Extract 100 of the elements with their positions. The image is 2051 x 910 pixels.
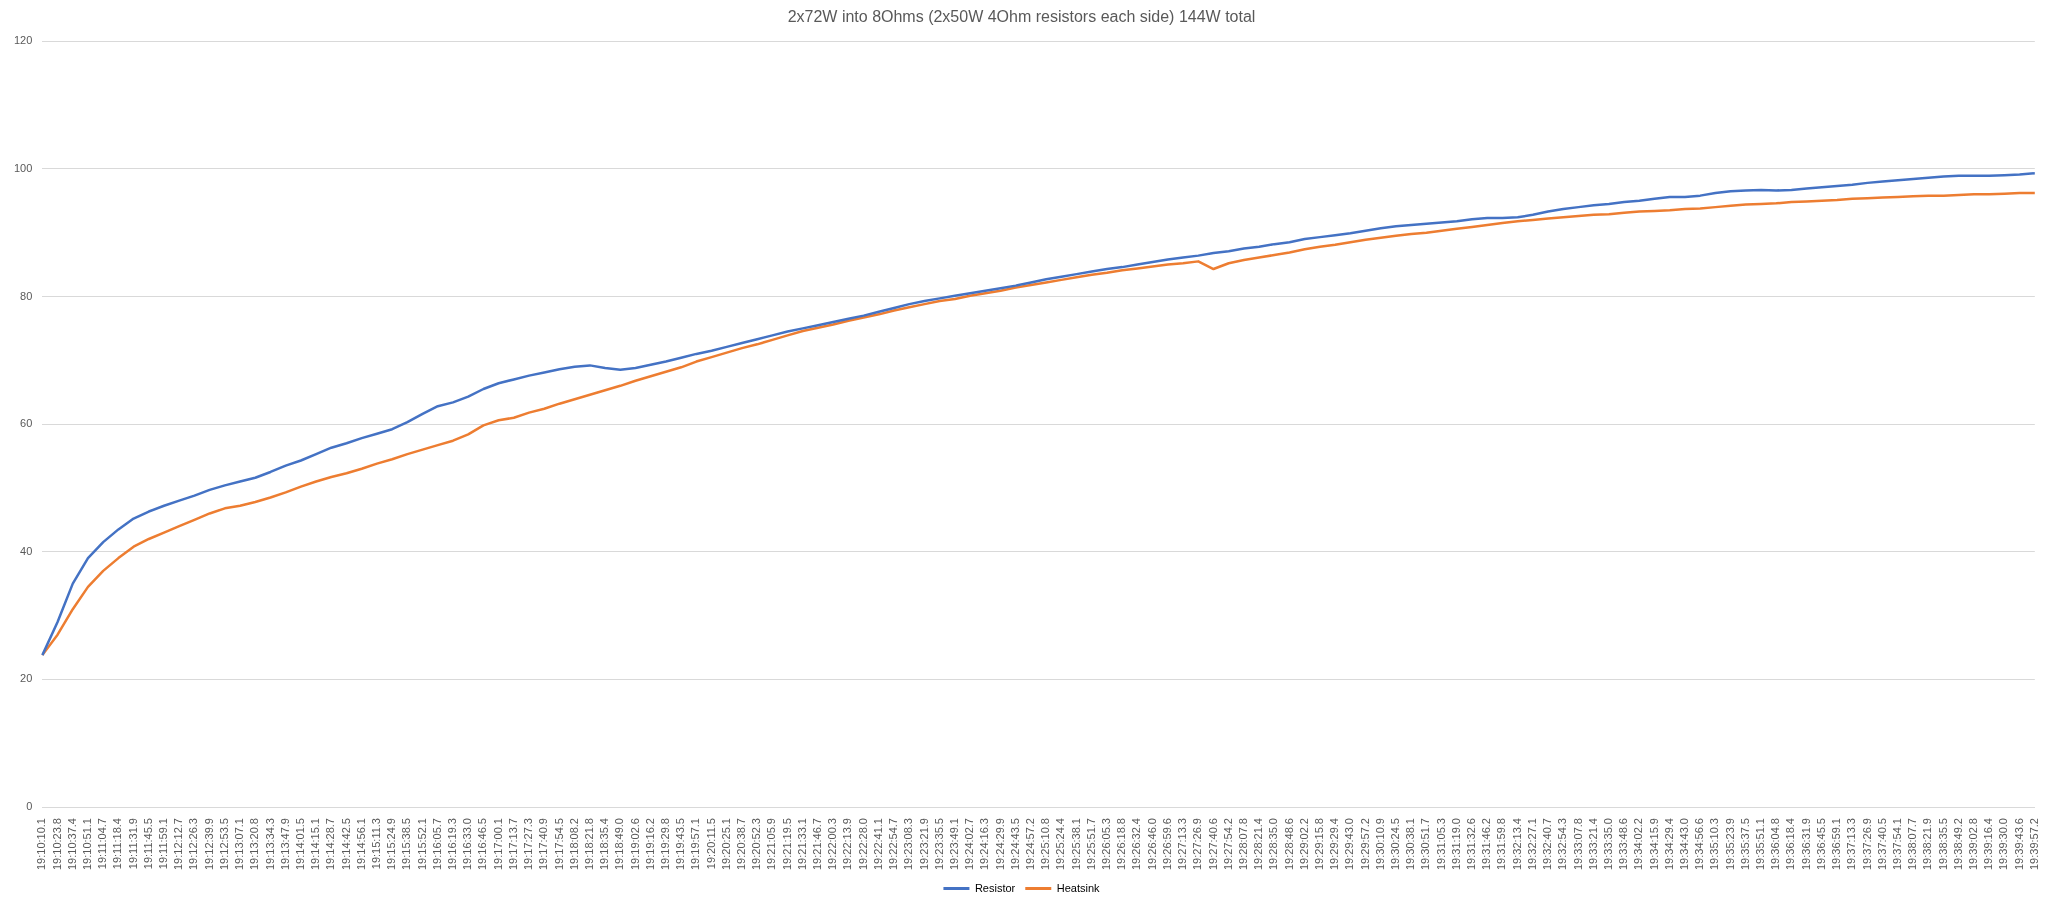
x-tick-label: 19:12:12.7	[172, 818, 185, 871]
x-tick-label: 19:37:13.3	[1845, 818, 1858, 871]
x-tick-label: 19:14:42.5	[339, 818, 352, 871]
legend-label: Resistor	[974, 881, 1016, 894]
y-tick-label: 40	[20, 544, 33, 557]
x-tick-label: 19:37:54.1	[1890, 818, 1903, 871]
x-tick-label: 19:39:02.8	[1966, 818, 1979, 871]
x-tick-label: 19:39:43.6	[2012, 818, 2025, 871]
x-tick-label: 19:36:18.4	[1784, 818, 1797, 871]
x-tick-label: 19:17:40.9	[537, 818, 550, 871]
x-tick-label: 19:33:35.0	[1601, 818, 1614, 871]
x-tick-label: 19:11:59.1	[157, 818, 170, 870]
x-tick-label: 19:14:56.1	[354, 818, 367, 871]
x-tick-label: 19:23:21.9	[917, 818, 930, 871]
x-tick-label: 19:24:57.2	[1024, 818, 1036, 871]
x-tick-label: 19:35:10.3	[1708, 818, 1721, 871]
x-tick-label: 19:24:02.7	[963, 818, 976, 871]
x-tick-label: 19:19:57.1	[689, 818, 702, 871]
x-tick-label: 19:24:29.9	[993, 818, 1006, 871]
x-tick-label: 19:10:10.1	[35, 818, 48, 871]
x-tick-label: 19:36:59.1	[1830, 818, 1843, 871]
x-tick-label: 19:29:15.8	[1312, 818, 1325, 871]
x-tick-label: 19:19:16.2	[643, 818, 656, 871]
x-tick-label: 19:33:07.8	[1571, 818, 1584, 871]
x-tick-label: 19:15:11.3	[369, 818, 382, 870]
x-tick-label: 19:34:02.2	[1632, 818, 1645, 871]
x-tick-label: 19:13:34.3	[263, 818, 276, 871]
x-tick-label: 19:27:54.2	[1221, 818, 1234, 871]
x-tick-label: 19:17:00.1	[491, 818, 504, 871]
x-tick-label: 19:32:54.3	[1556, 818, 1569, 871]
x-tick-label: 19:38:21.9	[1921, 818, 1934, 871]
x-tick-label: 19:18:49.0	[613, 818, 626, 871]
x-tick-label: 19:16:05.7	[430, 818, 443, 871]
x-tick-label: 19:35:23.9	[1723, 818, 1736, 871]
x-tick-label: 19:25:38.1	[1069, 818, 1082, 871]
x-tick-label: 19:36:04.8	[1769, 818, 1782, 871]
x-tick-label: 19:33:21.4	[1586, 818, 1599, 871]
x-tick-label: 19:24:43.5	[1008, 818, 1021, 871]
x-tick-label: 19:27:13.3	[1176, 818, 1189, 871]
x-tick-label: 19:14:28.7	[324, 818, 337, 871]
x-tick-label: 19:39:57.2	[2027, 818, 2040, 871]
x-tick-label: 19:11:31.9	[126, 818, 139, 870]
x-tick-label: 19:28:48.6	[1282, 818, 1295, 871]
x-tick-label: 19:17:13.7	[506, 818, 519, 871]
x-tick-label: 19:22:00.3	[826, 818, 839, 871]
x-tick-label: 19:34:29.4	[1662, 818, 1675, 871]
x-tick-label: 19:18:21.8	[582, 818, 595, 871]
x-tick-label: 19:35:37.5	[1738, 818, 1751, 871]
x-tick-label: 19:17:27.3	[522, 818, 535, 871]
x-tick-label: 19:12:26.3	[187, 818, 200, 871]
x-tick-label: 19:30:51.7	[1419, 818, 1432, 871]
x-tick-label: 19:17:54.5	[552, 818, 565, 871]
x-tick-label: 19:23:08.3	[902, 818, 915, 871]
x-tick-label: 19:23:35.5	[932, 818, 945, 871]
x-tick-label: 19:35:51.1	[1754, 818, 1767, 871]
x-tick-label: 19:31:46.2	[1480, 818, 1493, 871]
x-tick-label: 19:22:41.1	[871, 818, 884, 871]
x-tick-label: 19:25:24.4	[1054, 818, 1067, 871]
x-tick-label: 19:10:23.8	[50, 818, 63, 871]
x-tick-label: 19:18:35.4	[598, 818, 611, 871]
x-tick-label: 19:10:51.1	[81, 818, 94, 871]
x-tick-label: 19:32:27.1	[1525, 818, 1538, 871]
x-tick-label: 19:28:07.8	[1236, 818, 1249, 871]
x-tick-label: 19:31:05.3	[1434, 818, 1447, 871]
x-tick-label: 19:27:26.9	[1191, 818, 1204, 871]
x-tick-label: 19:37:26.9	[1860, 818, 1873, 871]
y-tick-label: 60	[20, 417, 33, 430]
x-tick-label: 19:21:05.9	[765, 818, 778, 871]
x-tick-label: 19:32:13.4	[1510, 818, 1523, 871]
x-tick-label: 19:30:10.9	[1373, 818, 1386, 871]
x-tick-label: 19:21:19.5	[780, 818, 793, 871]
x-tick-label: 19:36:45.5	[1814, 818, 1827, 871]
x-tick-label: 19:30:38.1	[1404, 818, 1417, 871]
x-tick-label: 19:26:32.4	[1130, 818, 1143, 871]
x-tick-label: 19:12:53.5	[217, 818, 230, 871]
x-tick-label: 19:12:39.9	[202, 818, 215, 871]
y-tick-label: 20	[20, 672, 33, 685]
x-tick-label: 19:31:59.8	[1495, 818, 1508, 871]
legend-label: Heatsink	[1056, 881, 1101, 894]
chart-title: 2x72W into 8Ohms (2x50W 4Ohm resistors each side) 144W total	[787, 8, 1256, 26]
x-tick-label: 19:19:29.8	[658, 818, 671, 871]
x-tick-label: 19:38:07.7	[1906, 818, 1919, 871]
x-tick-label: 19:22:13.9	[841, 818, 854, 871]
x-tick-label: 19:34:43.0	[1678, 818, 1691, 871]
x-tick-label: 19:38:49.2	[1951, 818, 1964, 871]
x-tick-label: 19:29:57.2	[1358, 818, 1371, 871]
x-tick-label: 19:27:40.6	[1206, 818, 1219, 871]
x-tick-label: 19:21:46.7	[811, 818, 824, 871]
x-tick-label: 19:15:38.5	[400, 818, 413, 871]
x-tick-label: 19:39:30.0	[1997, 818, 2010, 871]
x-tick-label: 19:16:46.5	[476, 818, 489, 871]
x-tick-label: 19:21:33.1	[795, 818, 808, 871]
x-tick-label: 19:34:15.9	[1647, 818, 1660, 871]
x-tick-label: 19:22:28.0	[856, 818, 869, 871]
x-tick-label: 19:32:40.7	[1541, 818, 1554, 871]
x-tick-label: 19:19:02.6	[628, 818, 641, 871]
x-tick-label: 19:24:16.3	[978, 818, 991, 871]
x-tick-label: 19:26:59.6	[1160, 818, 1173, 871]
y-tick-label: 100	[13, 161, 33, 174]
x-tick-label: 19:18:08.2	[567, 818, 580, 871]
